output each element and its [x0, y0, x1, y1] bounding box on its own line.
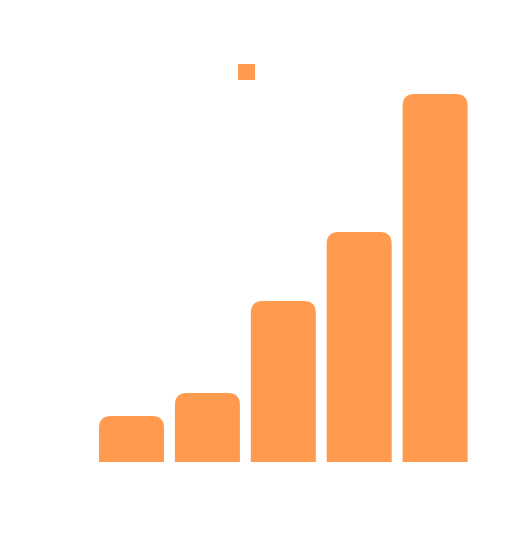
bars: [99, 94, 468, 462]
bar-5: [402, 94, 468, 462]
bar-4: [326, 232, 392, 462]
legend-swatch: [238, 64, 255, 80]
legend: [238, 64, 255, 80]
bar-2: [174, 393, 240, 462]
bar-1: [99, 416, 164, 462]
bar-3: [250, 301, 316, 462]
